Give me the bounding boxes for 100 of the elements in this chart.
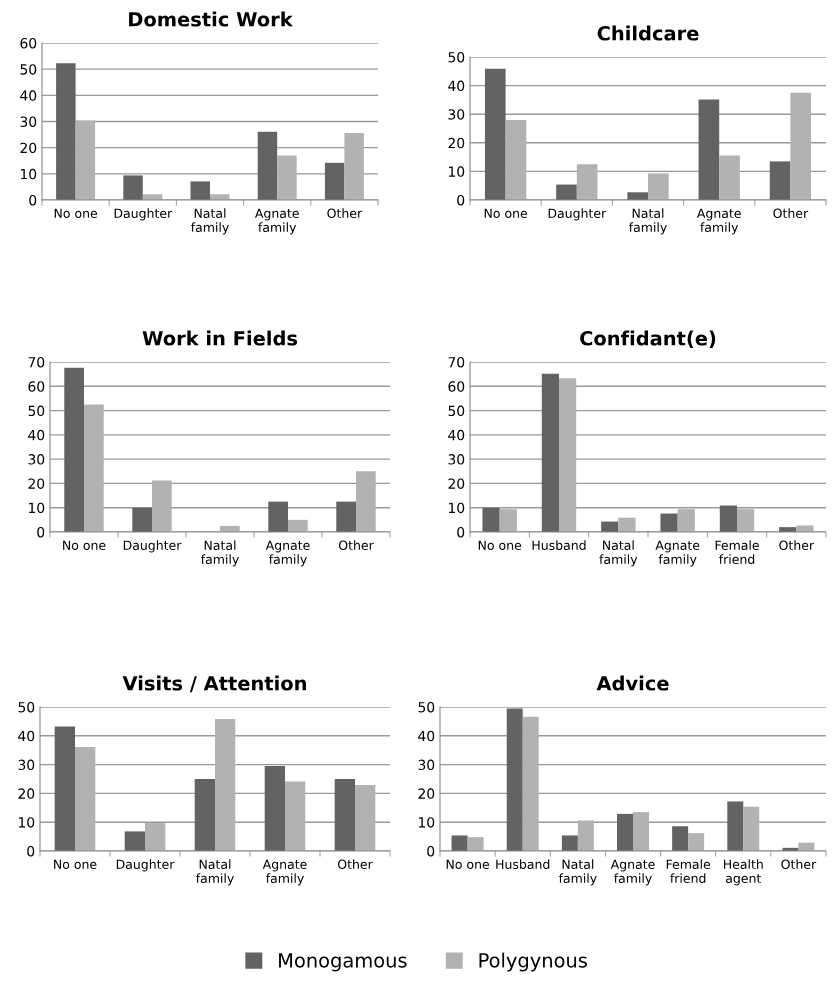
x-tick-label: Natal family [558,859,597,886]
x-tick-label: Other [327,208,363,219]
bar [215,719,236,851]
x-tick-label: Daughter [548,208,607,221]
x-tick-label: Agnate family [696,208,741,235]
x-tick-label: Agnate family [655,540,700,567]
x-tick-label: Health agent [723,859,763,886]
x-tick-label: Female friend [666,859,711,884]
y-tick-label: 20 [20,142,37,154]
legend-label: Polygynous [479,952,587,972]
bar [505,119,527,200]
y-tick-label: 0 [37,526,45,538]
bar [648,173,669,200]
bar [743,806,760,851]
y-tick-label: 20 [448,478,465,489]
bar [123,175,143,200]
bar [56,63,76,200]
bar [556,184,577,200]
x-tick-label: Daughter [123,540,182,553]
bar [719,155,740,200]
x-tick-label: Agnate family [610,859,655,886]
y-tick-label: 50 [18,701,35,713]
y-tick-label: 70 [448,356,465,368]
x-tick-label: Other [773,208,809,219]
bar [268,501,288,532]
bar [577,820,594,851]
x-tick-label: Other [781,859,817,870]
y-tick-label: 0 [27,845,35,857]
bar [257,131,278,200]
bar [152,480,172,532]
y-tick-label: 10 [18,817,35,828]
bar [737,509,755,532]
y-tick-label: 0 [457,194,465,206]
y-tick-label: 50 [418,701,435,713]
bar [264,766,285,851]
x-tick-label: Natal family [629,208,667,235]
y-tick-label: 10 [448,502,465,514]
legend-label: Monogamous [279,953,407,972]
bar [698,99,720,200]
bar [541,373,559,532]
y-tick-label: 0 [29,194,37,206]
bar [719,505,737,532]
x-tick-label: Female friend [715,540,759,565]
bar [334,779,355,851]
y-tick-label: 20 [418,788,435,799]
x-tick-label: No one [446,859,490,870]
x-tick-label: Agnate family [254,208,299,235]
bar [84,404,104,532]
x-tick-label: Other [338,540,374,551]
bar [288,519,308,532]
bar [124,831,145,851]
bar [344,133,364,200]
y-tick-label: 30 [28,454,45,465]
bar [285,781,306,851]
bar [482,507,500,532]
x-tick-label: Natal family [201,540,239,567]
bar [660,513,678,532]
x-tick-label: No one [63,540,106,551]
chart-title: Advice [596,675,669,691]
x-tick-label: No one [478,540,522,551]
chart-title: Childcare [597,25,699,41]
bar [145,823,166,851]
y-tick-label: 10 [448,166,465,177]
x-tick-label: Daughter [116,859,175,872]
y-tick-label: 40 [18,730,35,742]
bar [324,162,345,200]
bar [75,747,96,851]
x-tick-label: Natal family [196,859,234,886]
y-tick-label: 70 [28,356,45,368]
x-tick-label: Husband [532,540,586,551]
bar [576,164,598,200]
y-tick-label: 50 [448,51,465,63]
bar [790,92,812,200]
bar [336,501,356,532]
bar [633,812,649,851]
y-tick-label: 40 [20,90,37,101]
bar [627,192,648,200]
y-tick-label: 60 [28,381,45,392]
bar [561,835,578,851]
x-tick-label: Daughter [114,208,173,221]
y-tick-label: 60 [448,381,465,392]
y-tick-label: 30 [448,454,465,465]
bar [451,835,468,851]
x-tick-label: No one [54,208,98,219]
y-tick-label: 40 [28,429,45,441]
bar [618,517,636,532]
y-tick-label: 40 [448,80,465,92]
y-tick-label: 30 [418,759,435,771]
bar [499,509,517,532]
y-tick-label: 30 [18,759,35,771]
y-tick-label: 10 [20,168,37,180]
y-tick-label: 20 [448,137,465,149]
bar [64,367,84,532]
bar [796,525,814,532]
bar [194,779,215,851]
bar [467,837,484,851]
y-tick-label: 0 [457,526,465,538]
bar [677,509,695,532]
y-tick-label: 50 [20,64,37,75]
x-tick-label: Husband [496,859,550,870]
